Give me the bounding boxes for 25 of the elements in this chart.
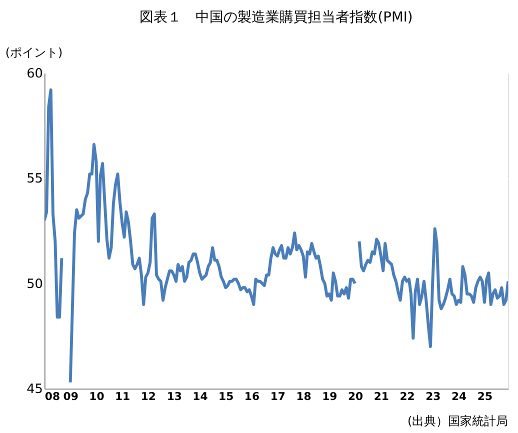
y-tick-label: 60 <box>26 66 43 82</box>
x-tick-label: 14 <box>192 390 208 404</box>
y-tick-label: 55 <box>26 172 43 187</box>
x-tick-label: 13 <box>166 390 182 404</box>
x-tick-label: 20 <box>348 390 364 404</box>
x-tick-label: 19 <box>322 390 338 404</box>
x-tick-label: 18 <box>296 390 312 404</box>
x-tick-label: 15 <box>218 390 234 404</box>
y-axis-title: (ポイント) <box>5 46 63 60</box>
x-tick-label: 16 <box>244 390 260 404</box>
x-tick-label: 11 <box>115 390 130 404</box>
y-tick-label: 50 <box>26 276 43 292</box>
x-tick-label: 23 <box>426 390 441 404</box>
x-tick-label: 08 <box>44 390 60 404</box>
x-tick-label: 12 <box>140 390 156 404</box>
x-tick-label: 22 <box>400 390 415 404</box>
x-tick-label: 25 <box>477 390 493 404</box>
x-tick-label: 10 <box>89 390 105 404</box>
x-tick-label: 09 <box>63 390 78 404</box>
x-tick-label: 21 <box>374 390 389 404</box>
x-tick-label: 17 <box>270 390 286 404</box>
x-tick-label: 24 <box>451 390 468 404</box>
y-tick-label: 45 <box>26 382 43 398</box>
text: (出典）国家統計局 <box>408 414 508 428</box>
chart-title: 図表１ 中国の製造業購買担当者指数(PMI) <box>140 10 413 26</box>
